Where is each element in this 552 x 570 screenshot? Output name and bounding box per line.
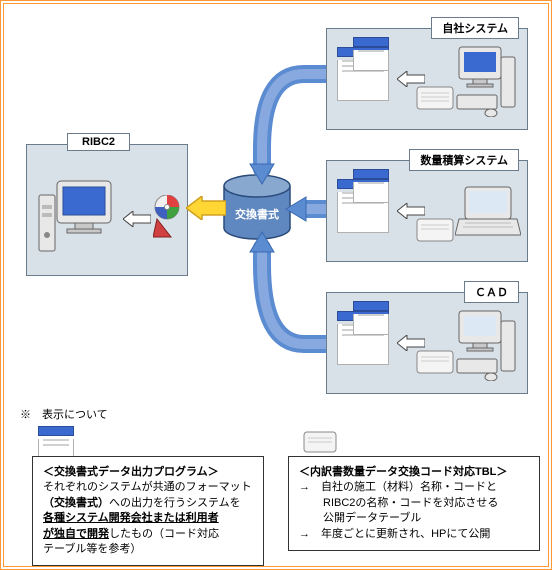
note2-line: RIBC2の名称・コードを対応させる [299,496,529,511]
ribc2-label: RIBC2 [67,133,130,151]
note1-line: テーブル等を参考） [43,542,253,557]
ribc2-box: RIBC2 [26,144,188,276]
note2-line: → 自社の施工（材料）名称・コードと [299,480,529,495]
desktop-pc-icon [37,175,122,260]
desktop-pc-icon [455,307,521,381]
sys2-title: 数量積算システム [409,149,519,171]
tablet-icon [415,349,455,377]
note1-line: が独自で開発したもの（コード対応 [43,527,253,542]
sys1-box: 自社システム [326,28,528,130]
tablet-icon [415,217,455,245]
window-icon [353,37,387,71]
window-icon [353,301,387,335]
diagram-canvas: RIBC2 [0,0,552,570]
sys2-box: 数量積算システム [326,160,528,262]
laptop-icon [455,183,521,241]
media-icon [153,195,187,239]
desktop-pc-icon [455,43,521,117]
cylinder-label: 交換書式 [222,206,292,222]
arrow-icon [123,211,151,227]
note2-heading: ＜内訳書数量データ交換コード対応TBL＞ [299,465,529,480]
note1-box: ＜交換書式データ出力プログラム＞ それぞれのシステムが共通のフォーマット （交換… [32,456,264,566]
tablet-icon [302,430,338,456]
exchange-cylinder: 交換書式 [222,174,292,240]
note1-heading: ＜交換書式データ出力プログラム＞ [43,465,253,480]
note2-line: 公開データテーブル [299,511,529,526]
legend-label: ※ 表示について [20,406,108,422]
note1-line: それぞれのシステムが共通のフォーマット [43,480,253,495]
sys3-title: ＣＡＤ [464,281,519,303]
window-icon [353,169,387,203]
note1-line: （交換書式）への出力を行うシステムを [43,496,253,511]
sys3-box: ＣＡＤ [326,292,528,394]
sys1-title: 自社システム [431,17,519,39]
tablet-icon [415,85,455,113]
yellow-arrow [186,196,226,220]
note1-line: 各種システム開発会社または利用者 [43,511,253,526]
note2-line: → 年度ごとに更新され、HPにて公開 [299,527,529,542]
note2-box: ＜内訳書数量データ交換コード対応TBL＞ → 自社の施工（材料）名称・コードと … [288,456,540,551]
